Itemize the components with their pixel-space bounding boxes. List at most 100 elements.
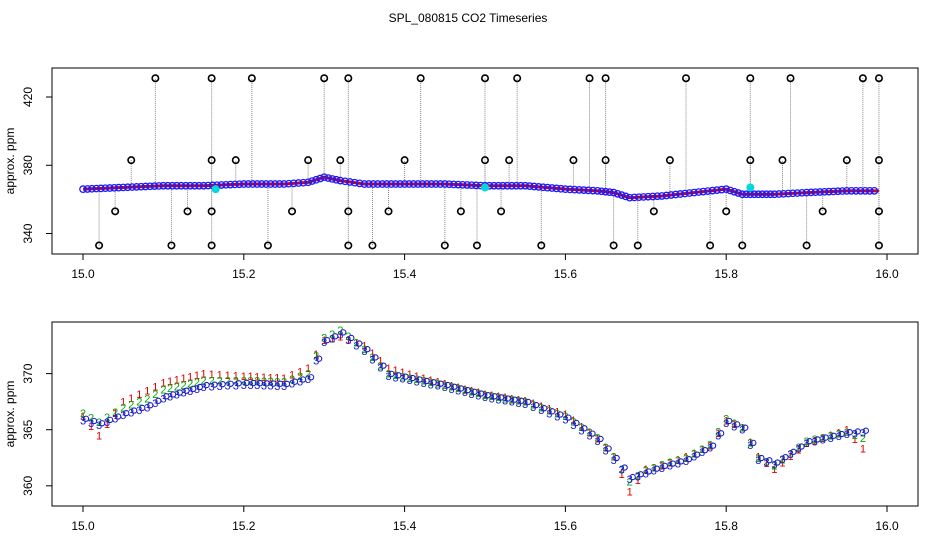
series-3-circle bbox=[862, 427, 870, 434]
series-3-marker: 3 bbox=[627, 474, 633, 486]
series-3-circle bbox=[573, 419, 580, 427]
series-3-marker: 3 bbox=[771, 459, 777, 471]
top-panel: approx. ppm 15.0 15.2 15.4 15.6 15.8 16.0 340 3… bbox=[3, 67, 919, 281]
outlier-point bbox=[320, 74, 329, 83]
top-ylabel: approx. ppm bbox=[3, 128, 17, 195]
outlier-point bbox=[207, 74, 216, 83]
series-3-marker: 3 bbox=[495, 394, 501, 406]
series-2-marker: 2 bbox=[321, 333, 327, 345]
series-3-circle bbox=[478, 390, 485, 397]
series-2-marker: 2 bbox=[297, 371, 303, 383]
main-trace-point bbox=[630, 193, 639, 202]
main-trace-point bbox=[658, 192, 666, 200]
series-1-marker: 1 bbox=[570, 415, 576, 427]
main-trace-point bbox=[294, 179, 303, 187]
series-3-circle bbox=[518, 397, 525, 404]
main-trace-point bbox=[114, 183, 123, 192]
main-trace-point bbox=[463, 181, 471, 189]
series-1-marker: 1 bbox=[683, 452, 689, 464]
series-3-circle bbox=[190, 385, 197, 392]
series-3-marker: 3 bbox=[167, 391, 173, 403]
series-2-marker: 2 bbox=[723, 413, 729, 425]
series-3-marker: 3 bbox=[225, 381, 231, 393]
main-trace-point bbox=[717, 185, 726, 194]
series-1-marker: 1 bbox=[313, 349, 319, 361]
bottom-ylabel: approx. ppm bbox=[3, 381, 17, 448]
series-3-marker: 3 bbox=[96, 420, 102, 432]
series-3-circle bbox=[106, 416, 114, 424]
main-trace-point bbox=[625, 193, 634, 202]
series-3-marker: 3 bbox=[209, 382, 215, 394]
main-trace-point bbox=[842, 187, 851, 195]
series-3-marker: 3 bbox=[779, 454, 785, 466]
series-3-marker: 3 bbox=[187, 386, 193, 398]
main-trace-point bbox=[742, 190, 751, 199]
outlier-point bbox=[207, 241, 216, 250]
main-trace-point bbox=[83, 185, 92, 193]
series-3-marker: 3 bbox=[160, 393, 166, 405]
series-3-marker: 3 bbox=[254, 380, 260, 392]
main-trace-point bbox=[266, 180, 275, 188]
series-3-circle bbox=[613, 454, 620, 462]
series-1-marker: 1 bbox=[787, 451, 793, 463]
main-trace-point bbox=[336, 176, 345, 185]
main-trace-point bbox=[226, 180, 235, 189]
series-3-marker: 3 bbox=[812, 436, 818, 448]
main-trace-point bbox=[784, 189, 793, 198]
main-trace-point bbox=[708, 186, 717, 195]
outlier-point bbox=[497, 207, 506, 216]
outlier-point bbox=[472, 241, 481, 250]
series-3-marker: 3 bbox=[337, 329, 343, 341]
series-3-circle bbox=[597, 435, 604, 443]
series-1-marker: 1 bbox=[619, 469, 625, 481]
series-3-circle bbox=[661, 462, 669, 470]
main-trace-point bbox=[852, 187, 860, 195]
series-1-marker: 1 bbox=[136, 389, 142, 401]
main-trace-point bbox=[101, 184, 110, 193]
series-3-marker: 3 bbox=[554, 411, 560, 423]
main-trace-point bbox=[289, 179, 298, 188]
main-trace-point bbox=[387, 180, 396, 188]
series-3-circle bbox=[637, 471, 644, 478]
series-1-marker: 1 bbox=[763, 458, 769, 470]
bottom-xtick-label: 16.0 bbox=[875, 519, 899, 533]
series-3-circle bbox=[709, 442, 717, 449]
top-xtick-label: 15.2 bbox=[232, 267, 256, 281]
series-2-marker: 2 bbox=[852, 430, 858, 442]
series-3-circle bbox=[395, 372, 402, 379]
top-marks bbox=[79, 74, 883, 250]
series-3-circle bbox=[388, 370, 395, 378]
series-3-marker: 3 bbox=[731, 421, 737, 433]
outlier-point bbox=[609, 241, 618, 250]
series-3-circle bbox=[235, 380, 242, 387]
series-2-marker: 2 bbox=[174, 381, 180, 393]
outlier-point bbox=[874, 207, 883, 216]
main-trace-point bbox=[458, 180, 467, 189]
series-3-circle bbox=[139, 404, 146, 412]
series-3-circle bbox=[677, 458, 685, 465]
outlier-point bbox=[263, 241, 272, 250]
outlier-point bbox=[738, 241, 747, 250]
series-3-circle bbox=[250, 379, 257, 387]
main-trace-point bbox=[681, 189, 689, 198]
series-1-marker: 1 bbox=[820, 433, 826, 445]
series-3-circle bbox=[211, 381, 218, 388]
series-2-marker: 2 bbox=[241, 375, 247, 387]
outlier-point bbox=[585, 74, 594, 83]
main-trace-point bbox=[499, 181, 507, 190]
series-1-marker: 1 bbox=[152, 382, 158, 394]
series-3-marker: 3 bbox=[407, 375, 413, 387]
main-trace-point bbox=[190, 181, 199, 190]
main-trace-point bbox=[699, 187, 708, 196]
main-trace-point bbox=[440, 180, 449, 188]
main-trace-point bbox=[436, 180, 445, 188]
series-2-marker: 2 bbox=[635, 471, 641, 483]
series-3-marker: 3 bbox=[268, 381, 274, 393]
main-trace-point bbox=[119, 183, 128, 192]
main-trace-point bbox=[512, 181, 521, 190]
series-3-circle bbox=[430, 379, 437, 386]
series-1-marker: 1 bbox=[361, 341, 367, 353]
series-3-circle bbox=[416, 376, 423, 383]
series-3-marker: 3 bbox=[289, 379, 295, 391]
series-2-marker: 2 bbox=[305, 369, 311, 381]
